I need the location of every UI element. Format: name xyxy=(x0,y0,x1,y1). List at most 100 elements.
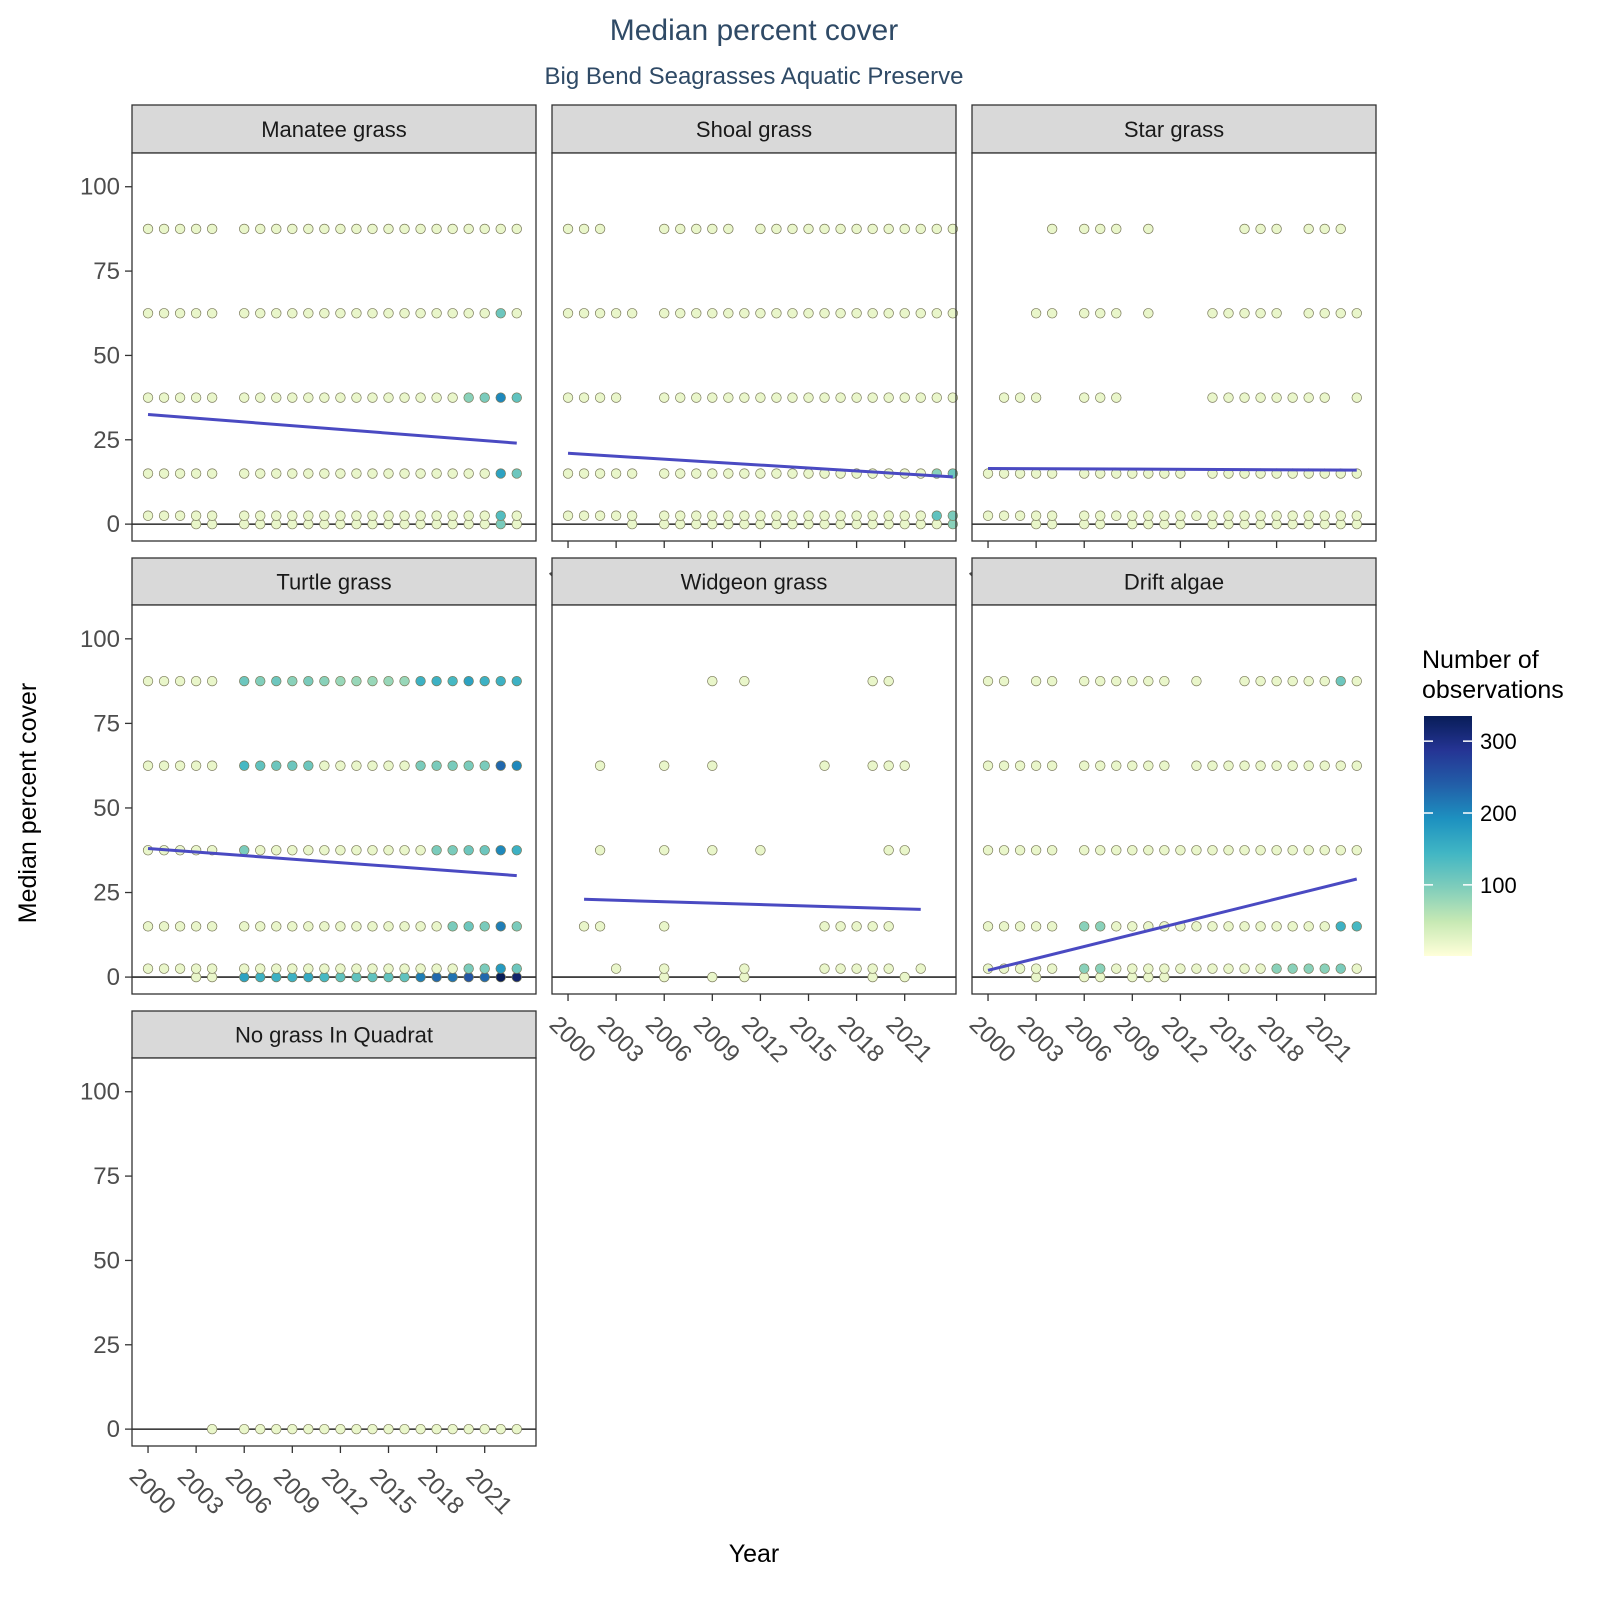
data-point xyxy=(271,510,282,521)
data-point xyxy=(335,845,346,856)
data-point xyxy=(1047,963,1058,974)
data-point xyxy=(755,510,766,521)
data-point xyxy=(1143,510,1154,521)
data-point xyxy=(787,468,798,479)
data-point xyxy=(1159,675,1170,687)
data-point xyxy=(819,392,830,403)
data-point xyxy=(1303,392,1314,403)
legend-ticks: 100 200 300 xyxy=(1424,729,1517,898)
data-point xyxy=(1014,510,1026,521)
data-point xyxy=(982,921,994,932)
data-point xyxy=(335,468,346,479)
data-point xyxy=(190,675,202,687)
x-tick-label: 2021 xyxy=(1301,1011,1358,1068)
data-point xyxy=(142,510,154,521)
data-point xyxy=(303,845,314,856)
data-point xyxy=(610,468,622,479)
data-point xyxy=(415,510,426,521)
data-point xyxy=(835,921,846,932)
data-point xyxy=(755,845,766,856)
data-point xyxy=(1239,223,1250,235)
data-point xyxy=(207,921,218,932)
data-point xyxy=(883,223,894,235)
data-point xyxy=(495,675,506,687)
data-point xyxy=(158,675,170,687)
data-point xyxy=(1351,963,1362,974)
data-point xyxy=(1303,675,1314,687)
data-point xyxy=(287,1423,298,1435)
data-point xyxy=(463,760,474,771)
data-point xyxy=(271,223,282,235)
data-point xyxy=(1223,921,1234,932)
y-tick-label: 100 xyxy=(80,1079,120,1106)
data-point xyxy=(691,223,702,235)
data-point xyxy=(1079,223,1090,235)
data-point xyxy=(1047,308,1058,319)
data-point xyxy=(659,392,670,403)
data-point xyxy=(287,963,298,974)
data-point xyxy=(335,1423,346,1435)
facet-strip-label: Turtle grass xyxy=(276,570,391,595)
data-point xyxy=(1303,223,1314,235)
data-point xyxy=(287,468,298,479)
data-point xyxy=(174,308,186,319)
data-point xyxy=(399,468,410,479)
data-point xyxy=(431,308,442,319)
y-axis-label: Median percent cover xyxy=(14,683,42,923)
data-point xyxy=(1095,760,1106,771)
data-point xyxy=(1079,392,1090,403)
data-point xyxy=(463,675,474,687)
data-point xyxy=(707,223,718,235)
data-point xyxy=(1079,921,1090,932)
data-point xyxy=(271,468,282,479)
data-point xyxy=(1095,223,1106,235)
data-point xyxy=(142,468,154,479)
data-point xyxy=(1111,308,1122,319)
data-point xyxy=(610,308,622,319)
data-point xyxy=(415,675,426,687)
panel-border xyxy=(131,1057,537,1447)
data-point xyxy=(1271,963,1282,974)
data-point xyxy=(495,223,506,235)
data-point xyxy=(431,510,442,521)
data-point xyxy=(562,468,574,479)
data-point xyxy=(1223,760,1234,771)
data-point xyxy=(190,223,202,235)
data-point xyxy=(1207,921,1218,932)
data-point xyxy=(495,845,506,856)
data-point xyxy=(383,392,394,403)
data-point xyxy=(1191,760,1202,771)
data-point xyxy=(998,675,1010,687)
data-point xyxy=(594,468,606,479)
x-tick-label: 2006 xyxy=(1060,1011,1117,1068)
data-point xyxy=(659,921,670,932)
data-point xyxy=(998,392,1010,403)
data-point xyxy=(287,392,298,403)
data-point xyxy=(158,760,170,771)
data-point xyxy=(287,675,298,687)
data-point xyxy=(899,392,910,403)
data-point xyxy=(1111,675,1122,687)
data-point xyxy=(431,468,442,479)
data-point xyxy=(931,392,942,403)
data-point xyxy=(803,468,814,479)
facet-strip-label: Star grass xyxy=(1124,117,1224,142)
data-point xyxy=(1255,845,1266,856)
legend-title-line-1: Number of xyxy=(1422,646,1539,674)
data-point xyxy=(271,392,282,403)
legend-title-line-2: observations xyxy=(1422,676,1564,704)
data-point xyxy=(479,510,490,521)
data-point xyxy=(723,510,734,521)
data-point xyxy=(158,963,170,974)
data-point xyxy=(351,675,362,687)
data-point xyxy=(755,308,766,319)
panel-border xyxy=(971,152,1377,542)
data-point xyxy=(1111,510,1122,521)
y-tick-label: 0 xyxy=(107,964,120,991)
data-point xyxy=(627,468,638,479)
data-point xyxy=(351,845,362,856)
y-tick-label: 25 xyxy=(93,880,120,907)
data-point xyxy=(447,510,458,521)
data-point xyxy=(707,971,718,983)
